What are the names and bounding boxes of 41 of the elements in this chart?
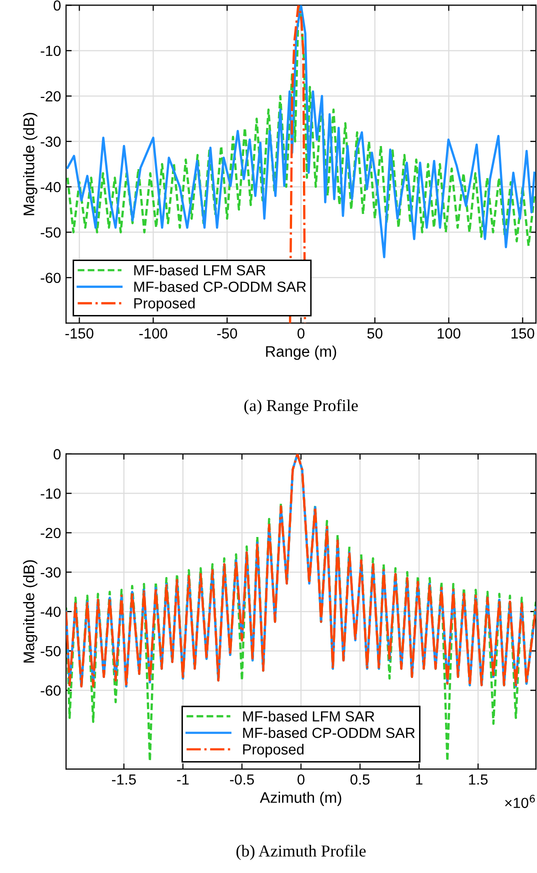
x-tick-label: 1.5 bbox=[469, 774, 488, 785]
y-tick-label: -10 bbox=[40, 488, 61, 499]
x-axis-title: Azimuth (m) bbox=[260, 792, 342, 806]
x-axis-title: Range (m) bbox=[266, 346, 336, 360]
y-axis-title: Magnitude (dB) bbox=[23, 112, 38, 216]
x-tick-label: 50 bbox=[367, 328, 382, 339]
text: (b) Azimuth Profile bbox=[236, 844, 366, 860]
legend-label: Proposed bbox=[134, 298, 195, 312]
x-tick-label: -1.5 bbox=[112, 774, 136, 785]
legend-label: MF-based LFM SAR bbox=[243, 710, 374, 722]
legend-label: Proposed bbox=[243, 744, 304, 758]
x-tick-label: -50 bbox=[217, 328, 238, 339]
y-tick-label: -30 bbox=[40, 567, 61, 578]
x-tick-label: -0.5 bbox=[230, 774, 254, 785]
x-tick-label: 0 bbox=[298, 328, 304, 339]
x-tick-label: -1 bbox=[177, 774, 189, 785]
x-tick-label: 150 bbox=[512, 328, 534, 339]
legend-label: MF-based LFM SAR bbox=[134, 264, 266, 276]
text: (a) Range Profile bbox=[244, 399, 358, 415]
y-tick-label: -50 bbox=[40, 646, 61, 656]
x-tick-label: 0 bbox=[298, 774, 304, 785]
legend-label: MF-based CP-ODDM SAR bbox=[134, 281, 306, 292]
y-tick-label: -30 bbox=[40, 136, 61, 147]
y-tick-label: -20 bbox=[40, 528, 61, 538]
y-tick-label: 0 bbox=[54, 449, 61, 460]
y-axis-title: Magnitude (dB) bbox=[23, 560, 38, 663]
y-tick-label: -60 bbox=[40, 685, 61, 696]
y-tick-label: -60 bbox=[40, 272, 61, 284]
x-tick-label: 100 bbox=[438, 328, 460, 339]
x-tick-label: 1 bbox=[416, 774, 422, 785]
y-tick-label: 0 bbox=[54, 0, 61, 11]
text: ×10$^{6}$ bbox=[505, 794, 535, 808]
y-tick-label: -40 bbox=[40, 182, 61, 192]
x-tick-label: -150 bbox=[65, 328, 94, 339]
x-tick-label: -100 bbox=[139, 328, 168, 339]
x-tick-label: 0.5 bbox=[350, 774, 370, 785]
y-tick-label: -50 bbox=[40, 227, 61, 238]
y-tick-label: -10 bbox=[40, 46, 61, 56]
legend-label: MF-based CP-ODDM SAR bbox=[243, 727, 415, 738]
y-tick-label: -40 bbox=[40, 606, 61, 617]
y-tick-label: -20 bbox=[40, 91, 61, 102]
